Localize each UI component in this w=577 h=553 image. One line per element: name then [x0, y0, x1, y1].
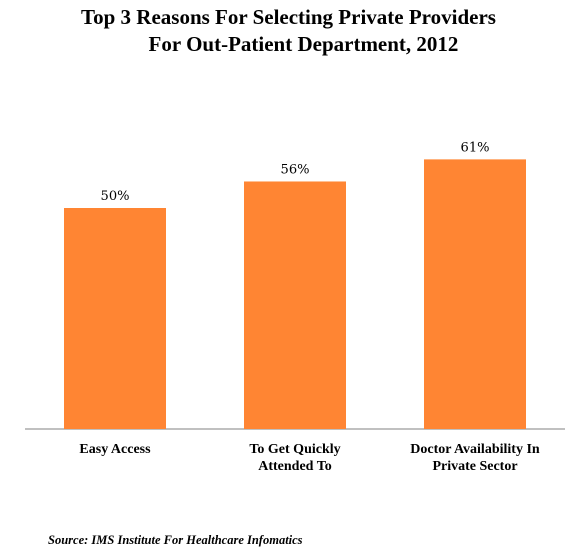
category-label-3-line-2: Private Sector: [432, 459, 517, 474]
bar-3: [424, 159, 526, 429]
chart-title-line-1: Top 3 Reasons For Selecting Private Prov…: [81, 5, 496, 29]
chart-title: Top 3 Reasons For Selecting Private Prov…: [0, 4, 577, 58]
data-label-3: 61%: [461, 140, 490, 155]
category-label-2-line-1: To Get Quickly: [249, 442, 340, 457]
data-label-2: 56%: [281, 162, 310, 177]
category-label-3-line-1: Doctor Availability In: [410, 442, 540, 457]
bar-2: [244, 181, 346, 429]
data-label-1: 50%: [101, 189, 130, 204]
category-label-2-line-2: Attended To: [258, 459, 332, 474]
category-label-1-line-1: Easy Access: [79, 442, 151, 457]
bar-1: [64, 208, 166, 429]
source-note: Source: IMS Institute For Healthcare Inf…: [48, 533, 303, 547]
chart-title-line-2: For Out-Patient Department, 2012: [148, 32, 459, 56]
